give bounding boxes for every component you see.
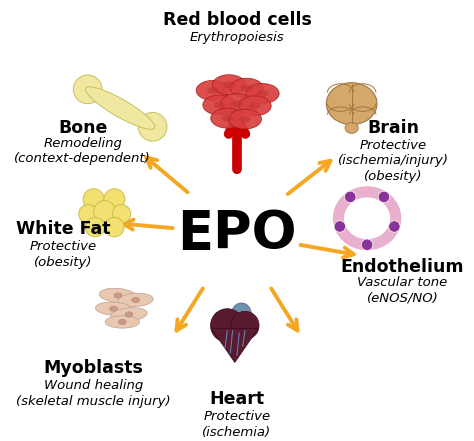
Ellipse shape — [228, 109, 262, 129]
Text: Protective
(obesity): Protective (obesity) — [29, 240, 96, 269]
Text: Red blood cells: Red blood cells — [163, 11, 311, 29]
Ellipse shape — [220, 93, 254, 113]
Text: Remodeling
(context-dependent): Remodeling (context-dependent) — [14, 137, 151, 165]
Ellipse shape — [345, 123, 358, 134]
Ellipse shape — [241, 85, 253, 92]
Ellipse shape — [221, 115, 233, 122]
Ellipse shape — [203, 95, 236, 115]
Circle shape — [94, 201, 116, 223]
Ellipse shape — [231, 303, 251, 325]
Polygon shape — [211, 329, 258, 363]
Ellipse shape — [326, 83, 377, 124]
Text: Myoblasts: Myoblasts — [44, 359, 144, 377]
Circle shape — [85, 217, 105, 237]
Ellipse shape — [207, 87, 219, 94]
Ellipse shape — [214, 101, 225, 108]
Text: Wound healing
(skeletal muscle injury): Wound healing (skeletal muscle injury) — [17, 379, 171, 408]
Ellipse shape — [230, 78, 263, 98]
Circle shape — [231, 311, 259, 340]
Ellipse shape — [196, 80, 229, 100]
Ellipse shape — [238, 96, 271, 116]
Ellipse shape — [95, 302, 132, 315]
Ellipse shape — [85, 87, 155, 129]
Ellipse shape — [114, 293, 122, 298]
Circle shape — [334, 221, 346, 232]
Circle shape — [79, 205, 97, 223]
Ellipse shape — [138, 112, 167, 141]
Ellipse shape — [223, 81, 235, 88]
Circle shape — [112, 205, 131, 223]
Ellipse shape — [118, 293, 153, 306]
Ellipse shape — [118, 319, 126, 325]
Ellipse shape — [239, 116, 251, 123]
Text: Endothelium: Endothelium — [341, 258, 464, 276]
Ellipse shape — [246, 83, 279, 103]
Text: Brain: Brain — [367, 119, 419, 137]
Ellipse shape — [105, 316, 139, 328]
Circle shape — [345, 191, 356, 202]
Circle shape — [105, 217, 124, 237]
Ellipse shape — [73, 75, 102, 104]
Text: Protective
(ischemia): Protective (ischemia) — [202, 410, 272, 439]
Ellipse shape — [99, 288, 137, 303]
Text: Vascular tone
(eNOS/NO): Vascular tone (eNOS/NO) — [357, 276, 447, 304]
Ellipse shape — [338, 192, 396, 245]
Text: Protective
(ischemia/injury)
(obesity): Protective (ischemia/injury) (obesity) — [338, 139, 449, 183]
Ellipse shape — [125, 312, 133, 317]
Text: Heart: Heart — [210, 390, 264, 408]
Ellipse shape — [231, 100, 243, 107]
Circle shape — [361, 239, 373, 250]
Ellipse shape — [212, 75, 246, 94]
Ellipse shape — [249, 102, 260, 109]
Circle shape — [210, 309, 244, 342]
Ellipse shape — [211, 108, 244, 128]
Ellipse shape — [257, 90, 268, 97]
Text: EPO: EPO — [177, 208, 297, 260]
Circle shape — [83, 189, 104, 210]
Ellipse shape — [132, 297, 139, 303]
Text: White Fat: White Fat — [16, 220, 110, 239]
Ellipse shape — [111, 308, 147, 321]
Text: Erythropoiesis: Erythropoiesis — [190, 31, 284, 44]
Text: Bone: Bone — [58, 119, 107, 137]
Circle shape — [378, 191, 390, 202]
Circle shape — [389, 221, 400, 232]
Ellipse shape — [109, 306, 118, 311]
Circle shape — [104, 189, 125, 210]
